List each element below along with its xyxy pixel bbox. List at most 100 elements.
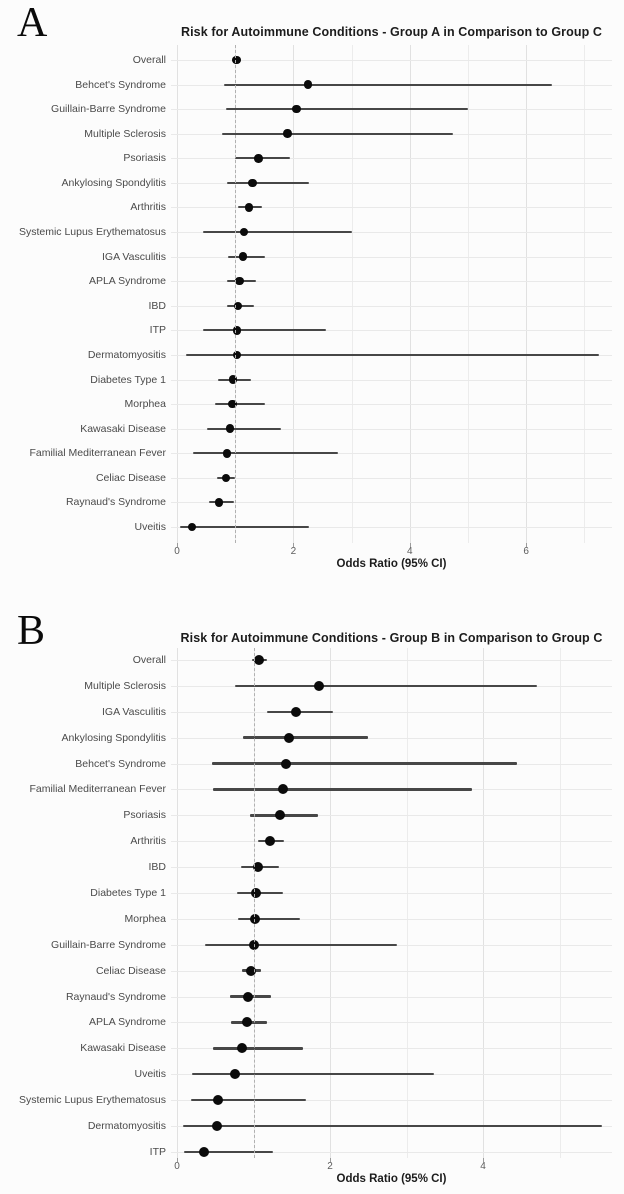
ci-line (203, 231, 352, 234)
or-dot (275, 810, 286, 821)
or-dot (283, 732, 294, 743)
row-gridline (171, 502, 612, 504)
row-label: Systemic Lupus Erythematosus (18, 226, 166, 239)
or-dot (244, 203, 254, 212)
row-gridline (171, 428, 612, 430)
row-gridline (171, 281, 612, 283)
ci-line (212, 788, 472, 791)
x-tick-mark (409, 543, 411, 547)
row-label: Kawasaki Disease (80, 422, 166, 435)
row-gridline (171, 232, 612, 234)
or-dot (265, 836, 276, 847)
or-dot (222, 449, 232, 458)
x-gridline (584, 45, 586, 543)
ci-line (238, 917, 301, 921)
or-dot (280, 758, 291, 769)
or-dot (230, 1069, 241, 1080)
x-gridline (559, 648, 561, 1158)
row-label: APLA Syndrome (88, 275, 166, 288)
row-label: Behcet's Syndrome (75, 757, 166, 770)
x-tick-label: 4 (480, 1161, 486, 1172)
or-dot (232, 55, 241, 65)
panel-letter-a: A (17, 0, 48, 46)
row-label: Multiple Sclerosis (84, 127, 166, 140)
row-label: Guillain-Barre Syndrome (51, 938, 166, 951)
row-label: Ankylosing Spondylitis (61, 176, 166, 189)
or-dot (228, 375, 238, 384)
row-gridline (171, 305, 612, 307)
row-label: IBD (148, 861, 166, 874)
row-gridline (171, 893, 612, 894)
reference-line (235, 45, 237, 543)
ci-line (222, 132, 454, 135)
x-tick-label: 0 (174, 546, 180, 557)
panel-b: B Risk for Autoimmune Conditions - Group… (0, 597, 624, 1194)
row-gridline (171, 918, 612, 920)
row-label: Guillain-Barre Syndrome (51, 103, 166, 116)
x-gridline (177, 45, 178, 543)
or-dot (198, 1146, 209, 1157)
x-tick-label: 2 (290, 546, 297, 557)
row-label: Raynaud's Syndrome (65, 496, 166, 509)
or-dot (214, 498, 224, 507)
row-gridline (171, 1022, 612, 1024)
ci-line (235, 157, 291, 160)
row-label: ITP (149, 324, 166, 337)
chart-title-b: Risk for Autoimmune Conditions - Group B… (180, 631, 603, 645)
row-label: Systemic Lupus Erythematosus (18, 1094, 166, 1107)
or-dot (290, 706, 301, 717)
ci-line (242, 736, 369, 739)
row-label: Kawasaki Disease (80, 1042, 166, 1055)
row-label: Diabetes Type 1 (90, 887, 166, 899)
or-dot (254, 154, 263, 163)
or-dot (238, 252, 248, 261)
or-dot (221, 473, 231, 483)
or-dot (237, 1043, 248, 1054)
x-gridline (468, 45, 469, 543)
x-tick-label: 0 (174, 1161, 180, 1172)
row-label: Arthritis (130, 835, 166, 848)
row-label: IBD (148, 299, 166, 312)
or-dot (211, 1121, 222, 1132)
row-label: Raynaud's Syndrome (65, 990, 166, 1003)
row-label: Diabetes Type 1 (90, 373, 166, 386)
or-dot (232, 350, 242, 360)
chart-title-a: Risk for Autoimmune Conditions - Group A… (180, 25, 603, 39)
row-label: Behcet's Syndrome (75, 78, 166, 91)
ci-line (212, 1047, 304, 1050)
row-gridline (171, 477, 612, 479)
x-gridline (526, 45, 528, 543)
or-dot (250, 913, 261, 924)
x-tick-mark (177, 543, 178, 547)
or-dot (277, 784, 288, 795)
panel-a: A Risk for Autoimmune Conditions - Group… (17, 0, 612, 570)
or-dot (246, 965, 257, 976)
or-dot (187, 522, 197, 532)
x-tick-label: 6 (523, 546, 529, 557)
ci-line (192, 452, 339, 455)
row-gridline (171, 815, 612, 817)
or-dot (303, 80, 313, 89)
ci-line (226, 108, 468, 111)
row-label: Dermatomyositis (87, 1120, 166, 1133)
ci-line (235, 684, 537, 688)
or-dot (313, 680, 324, 691)
row-gridline (171, 867, 612, 869)
ci-line (179, 526, 310, 529)
or-dot (233, 301, 243, 311)
row-gridline (171, 256, 612, 258)
row-gridline (171, 737, 612, 739)
or-dot (225, 424, 235, 433)
x-tick-mark (293, 543, 295, 547)
row-gridline (171, 158, 612, 160)
ci-line (190, 1098, 307, 1102)
or-dot (283, 129, 292, 138)
ci-line (223, 83, 553, 86)
x-gridline (330, 648, 331, 1158)
ci-line (185, 353, 599, 356)
row-gridline (171, 182, 612, 184)
row-label: Overall (132, 54, 166, 66)
row-gridline (171, 970, 612, 972)
or-dot (232, 326, 242, 335)
or-dot (243, 991, 254, 1002)
